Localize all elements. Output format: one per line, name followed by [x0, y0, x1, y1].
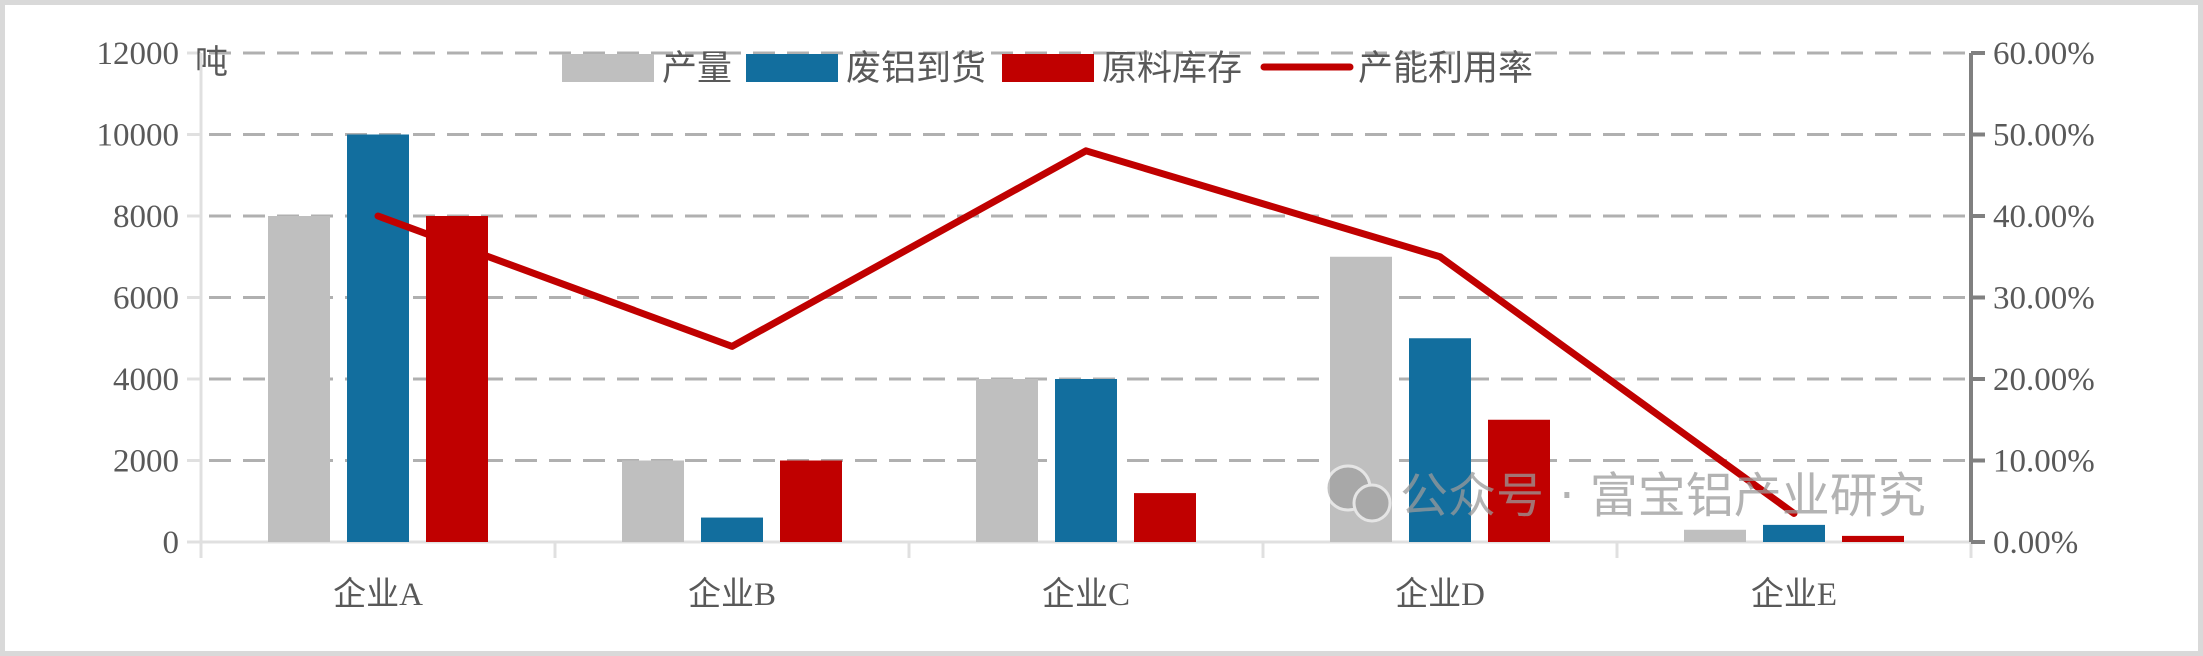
y-tick-label: 8000 [113, 199, 179, 235]
y-tick-label: 6000 [113, 281, 179, 317]
y-tick-label: 0 [163, 525, 180, 561]
bar-0-2 [976, 379, 1038, 542]
x-tick-label: 企业C [1042, 576, 1130, 613]
y2-tick-label: 60.00% [1993, 36, 2095, 72]
bar-0-0 [268, 216, 330, 542]
bar-2-3 [1488, 419, 1550, 542]
legend-label-3: 产能利用率 [1358, 49, 1533, 88]
legend-label-2: 原料库存 [1102, 49, 1242, 88]
watermark-text: 公众号 · 富宝铝产业研究 [1400, 468, 1926, 524]
y2-tick-label: 10.00% [1993, 444, 2095, 480]
y2-tick-label: 40.00% [1993, 199, 2095, 235]
bar-1-1 [701, 517, 763, 542]
y2-tick-label: 50.00% [1993, 118, 2095, 154]
bar-1-4 [1763, 524, 1825, 542]
bar-1-0 [347, 134, 409, 542]
bar-0-1 [622, 460, 684, 542]
y2-tick-label: 30.00% [1993, 281, 2095, 317]
y-tick-label: 2000 [113, 444, 179, 480]
x-tick-label: 企业A [333, 576, 423, 613]
bar-2-2 [1134, 493, 1196, 542]
bar-1-2 [1055, 379, 1117, 542]
legend-swatch-0 [562, 54, 654, 82]
y2-tick-label: 20.00% [1993, 362, 2095, 398]
bar-2-4 [1842, 535, 1904, 542]
y-tick-label: 12000 [97, 36, 180, 72]
legend-swatch-1 [746, 54, 838, 82]
legend-label-0: 产量 [662, 49, 732, 88]
bar-2-0 [426, 216, 488, 542]
wechat-icon [1324, 464, 1392, 523]
legend-swatch-2 [1002, 54, 1094, 82]
y-tick-label: 10000 [97, 118, 180, 154]
x-tick-label: 企业E [1751, 576, 1837, 613]
bar-0-4 [1684, 529, 1746, 542]
y2-tick-label: 0.00% [1993, 525, 2078, 561]
x-tick-label: 企业D [1395, 576, 1485, 613]
y-tick-label: 4000 [113, 362, 179, 398]
bar-1-3 [1409, 338, 1471, 542]
legend-label-1: 废铝到货 [846, 49, 986, 88]
bar-2-1 [780, 460, 842, 542]
x-tick-label: 企业B [688, 576, 776, 613]
